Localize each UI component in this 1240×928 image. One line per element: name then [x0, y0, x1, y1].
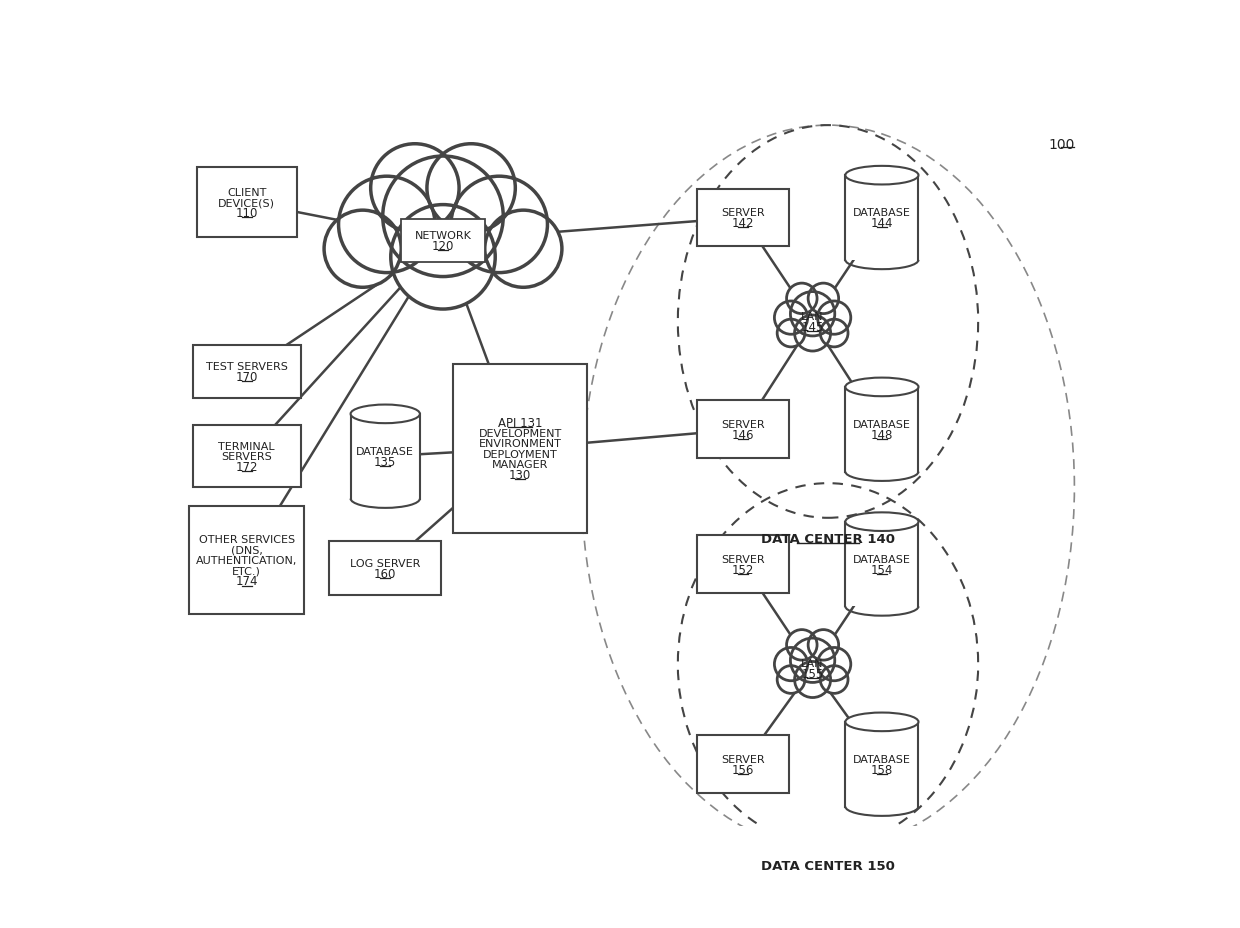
Text: 170: 170 — [236, 371, 258, 384]
Text: TEST SERVERS: TEST SERVERS — [206, 362, 288, 372]
Text: 152: 152 — [732, 563, 754, 576]
Text: LAN: LAN — [801, 658, 823, 668]
Bar — [351, 415, 420, 499]
Circle shape — [383, 157, 503, 277]
Circle shape — [324, 211, 402, 288]
Text: 160: 160 — [374, 567, 397, 580]
Text: AUTHENTICATION,: AUTHENTICATION, — [196, 556, 298, 565]
Text: LAN: LAN — [801, 312, 823, 322]
Text: 156: 156 — [732, 763, 754, 776]
Text: 100: 100 — [1048, 137, 1074, 151]
Circle shape — [821, 666, 848, 693]
Ellipse shape — [846, 513, 919, 532]
Circle shape — [808, 630, 838, 661]
Circle shape — [775, 302, 807, 335]
Ellipse shape — [846, 713, 919, 731]
Circle shape — [790, 292, 835, 337]
Circle shape — [786, 284, 817, 315]
Bar — [846, 176, 919, 261]
Text: DATABASE: DATABASE — [853, 208, 911, 218]
Text: SERVERS: SERVERS — [221, 452, 272, 462]
Bar — [846, 522, 919, 607]
Circle shape — [777, 320, 805, 347]
Text: 135: 135 — [374, 456, 397, 469]
Text: ETC.): ETC.) — [232, 566, 262, 576]
Circle shape — [485, 211, 562, 288]
Text: 172: 172 — [236, 460, 258, 473]
Text: 110: 110 — [236, 207, 258, 220]
Circle shape — [795, 662, 831, 698]
Text: 158: 158 — [870, 763, 893, 776]
Text: ENVIRONMENT: ENVIRONMENT — [479, 439, 562, 449]
Text: SERVER: SERVER — [722, 554, 765, 564]
Circle shape — [817, 302, 851, 335]
Text: NETWORK: NETWORK — [414, 231, 471, 241]
Text: 145: 145 — [801, 321, 823, 334]
Text: 120: 120 — [432, 240, 454, 253]
Circle shape — [371, 145, 459, 233]
Text: DEVELOPMENT: DEVELOPMENT — [479, 429, 562, 438]
Bar — [188, 507, 304, 614]
Bar — [330, 541, 441, 595]
Text: DATABASE: DATABASE — [853, 419, 911, 430]
Text: DEVICE(S): DEVICE(S) — [218, 198, 275, 208]
Text: 155: 155 — [801, 667, 823, 680]
Text: TERMINAL: TERMINAL — [218, 442, 275, 451]
Circle shape — [775, 648, 807, 681]
Ellipse shape — [351, 406, 420, 424]
Ellipse shape — [846, 167, 919, 186]
Text: SERVER: SERVER — [722, 208, 765, 218]
Text: 154: 154 — [870, 563, 893, 576]
Circle shape — [391, 205, 495, 310]
Bar — [697, 535, 790, 593]
Circle shape — [451, 177, 547, 274]
Text: DATABASE: DATABASE — [853, 554, 911, 564]
Text: 130: 130 — [508, 469, 531, 482]
Bar — [697, 189, 790, 247]
Bar — [401, 220, 485, 263]
Text: CLIENT: CLIENT — [227, 187, 267, 198]
Bar — [453, 365, 588, 534]
Bar — [846, 388, 919, 472]
Text: 142: 142 — [732, 217, 755, 230]
Text: DATA CENTER 150: DATA CENTER 150 — [761, 859, 895, 872]
Text: LOG SERVER: LOG SERVER — [350, 558, 420, 568]
Text: 174: 174 — [236, 574, 258, 587]
Text: OTHER SERVICES: OTHER SERVICES — [198, 535, 295, 545]
Circle shape — [777, 666, 805, 693]
Text: API 131: API 131 — [497, 417, 542, 430]
Circle shape — [795, 316, 831, 352]
Bar — [197, 168, 296, 238]
Text: SERVER: SERVER — [722, 754, 765, 764]
Ellipse shape — [846, 379, 919, 397]
Text: DATA CENTER 140: DATA CENTER 140 — [761, 532, 895, 545]
Circle shape — [808, 284, 838, 315]
Text: (DNS,: (DNS, — [231, 545, 263, 555]
Bar — [697, 736, 790, 793]
Circle shape — [339, 177, 435, 274]
Bar — [846, 722, 919, 806]
Text: 144: 144 — [870, 217, 893, 230]
Circle shape — [817, 648, 851, 681]
Circle shape — [821, 320, 848, 347]
Circle shape — [427, 145, 516, 233]
Text: DATABASE: DATABASE — [853, 754, 911, 764]
Text: DEPLOYMENT: DEPLOYMENT — [482, 449, 557, 459]
Bar — [192, 345, 300, 399]
Bar — [192, 426, 300, 487]
Text: 148: 148 — [870, 429, 893, 442]
Text: DATABASE: DATABASE — [356, 446, 414, 457]
Text: SERVER: SERVER — [722, 419, 765, 430]
Circle shape — [790, 638, 835, 683]
Circle shape — [786, 630, 817, 661]
Text: 146: 146 — [732, 429, 755, 442]
Text: MANAGER: MANAGER — [492, 459, 548, 470]
Bar — [697, 401, 790, 458]
